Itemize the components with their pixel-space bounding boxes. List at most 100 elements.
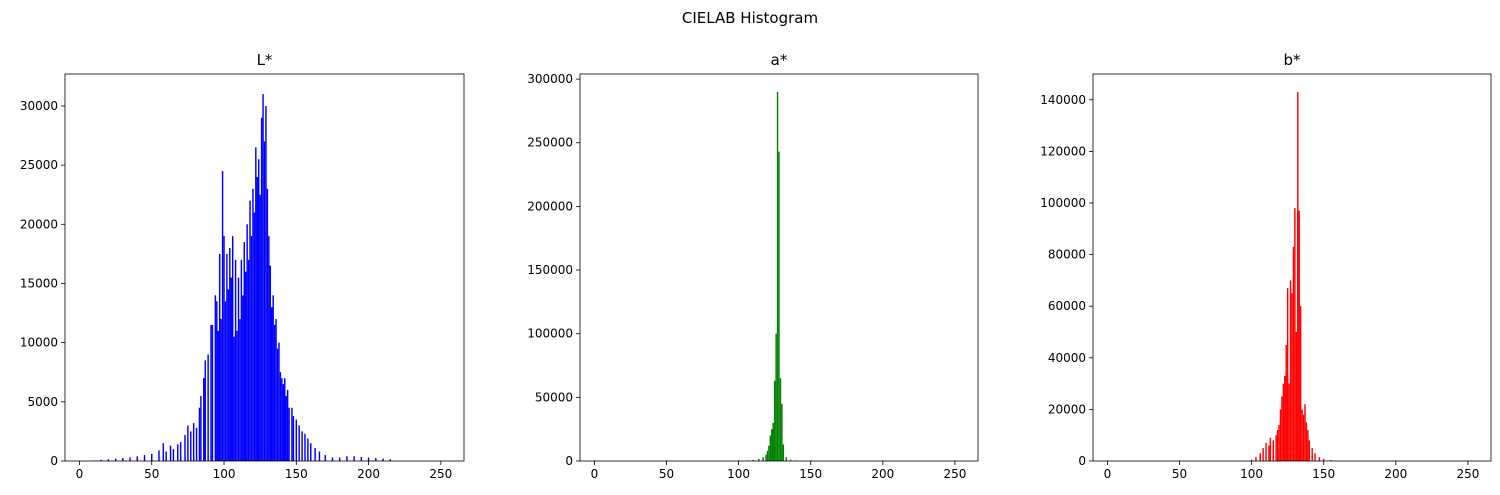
histogram-bar — [1289, 280, 1292, 461]
histogram-bar — [257, 159, 260, 461]
histogram-bar — [260, 117, 263, 461]
x-tick-label: 0 — [591, 467, 599, 481]
y-tick-label: 30000 — [20, 99, 58, 113]
histogram-bar — [190, 431, 192, 461]
histogram-bar — [758, 459, 760, 461]
histogram-bar — [1282, 383, 1285, 461]
histogram-bar — [286, 389, 289, 461]
histogram-bar — [240, 259, 243, 461]
y-tick-label: 50000 — [535, 390, 573, 404]
histogram-bar — [1268, 445, 1270, 461]
histogram-bar — [291, 407, 293, 461]
histogram-bar — [778, 151, 780, 461]
y-tick-label: 140000 — [1040, 93, 1086, 107]
histogram-bar — [214, 295, 217, 461]
x-tick-label: 250 — [429, 467, 452, 481]
x-tick-label: 200 — [357, 467, 380, 481]
histogram-panel-l-star: L* 0 50 100 150 200 250 0 5000 10000 15000 20000 250… — [20, 51, 465, 481]
histogram-bar — [224, 301, 227, 461]
histogram-bar — [1255, 457, 1257, 461]
histogram-bar — [192, 423, 195, 461]
x-tick-label: 200 — [1384, 467, 1407, 481]
histogram-bar — [218, 253, 221, 461]
histogram-bar — [272, 295, 274, 461]
panel-title: a* — [771, 51, 788, 69]
x-tick-label: 100 — [727, 467, 750, 481]
y-tick-label: 40000 — [1048, 351, 1086, 365]
histogram-bar — [246, 224, 248, 461]
histogram-bar — [271, 307, 273, 461]
histogram-panel-a-star: a* 0 50 100 150 200 250 0 50000 100000 150000 20000… — [527, 51, 979, 481]
histogram-bar — [331, 457, 334, 461]
x-tick-label: 50 — [659, 467, 674, 481]
histogram-bar — [237, 277, 240, 461]
histogram-bar — [1276, 430, 1279, 461]
histogram-bar — [169, 445, 172, 461]
histogram-bar — [789, 459, 792, 461]
histogram-bar — [1304, 404, 1306, 461]
histogram-bar — [179, 442, 182, 461]
histogram-bar — [389, 459, 391, 461]
y-tick-label: 200000 — [527, 199, 573, 213]
histogram-bar — [775, 333, 777, 461]
histogram-bar — [1297, 92, 1299, 461]
histogram-bar — [318, 451, 321, 461]
histogram-bar — [100, 459, 102, 461]
histogram-bar — [785, 457, 787, 461]
axes-frame — [579, 73, 979, 462]
histogram-bar — [198, 407, 201, 461]
histogram-bar — [771, 429, 773, 461]
histogram-bar — [216, 301, 218, 461]
histogram-bar — [227, 289, 230, 461]
histogram-bar — [1259, 453, 1261, 461]
histogram-bar — [1281, 396, 1283, 461]
y-tick-label: 20000 — [20, 217, 58, 231]
histogram-bar — [244, 271, 247, 461]
histogram-bar — [382, 458, 384, 461]
histogram-bar — [772, 422, 774, 461]
histogram-bar — [284, 378, 286, 461]
histogram-bar — [1294, 208, 1296, 461]
histogram-panel-b-star: b* 0 50 100 150 200 250 0 20000 40000 60000 80000 10… — [1040, 51, 1492, 481]
histogram-bar — [220, 318, 222, 461]
histogram-bar — [1323, 458, 1325, 461]
histogram-bar — [307, 438, 309, 461]
x-tick-label: 250 — [1456, 467, 1479, 481]
histogram-bar — [773, 380, 776, 461]
y-tick-label: 0 — [50, 454, 58, 468]
histogram-bar — [1291, 293, 1293, 461]
y-tick-label: 80000 — [1048, 248, 1086, 262]
histogram-bar — [211, 324, 214, 461]
histogram-bar — [1262, 448, 1264, 461]
histogram-bar — [226, 253, 228, 461]
histogram-bar — [252, 188, 254, 462]
x-tick-label: 150 — [1312, 467, 1335, 481]
histogram-bar — [151, 453, 153, 461]
axes-frame — [64, 73, 465, 462]
x-tick-label: 200 — [871, 467, 894, 481]
histogram-bar — [298, 425, 300, 461]
histogram-bar — [158, 450, 160, 461]
histogram-bar — [1307, 430, 1309, 461]
histogram-bar — [1302, 414, 1305, 461]
histogram-bar — [1272, 440, 1274, 461]
histogram-bar — [1308, 440, 1311, 461]
histogram-bar — [288, 407, 290, 461]
histogram-bar — [247, 259, 250, 461]
histogram-bar — [781, 403, 783, 461]
histogram-bar — [203, 378, 205, 461]
histogram-bar — [292, 416, 295, 461]
histogram-bar — [162, 443, 165, 461]
histogram-bars — [593, 91, 956, 462]
histogram-bar — [250, 236, 253, 461]
y-tick-label: 10000 — [20, 336, 58, 350]
histogram-bar — [1275, 435, 1277, 461]
x-tick-label: 0 — [76, 467, 84, 481]
histogram-bar — [107, 459, 110, 461]
histogram-bar — [1314, 453, 1316, 461]
histogram-bar — [230, 277, 232, 461]
histogram-bar — [275, 318, 277, 461]
histogram-bar — [1278, 424, 1280, 461]
histogram-bar — [1250, 459, 1253, 461]
y-tick-label: 150000 — [527, 263, 573, 277]
